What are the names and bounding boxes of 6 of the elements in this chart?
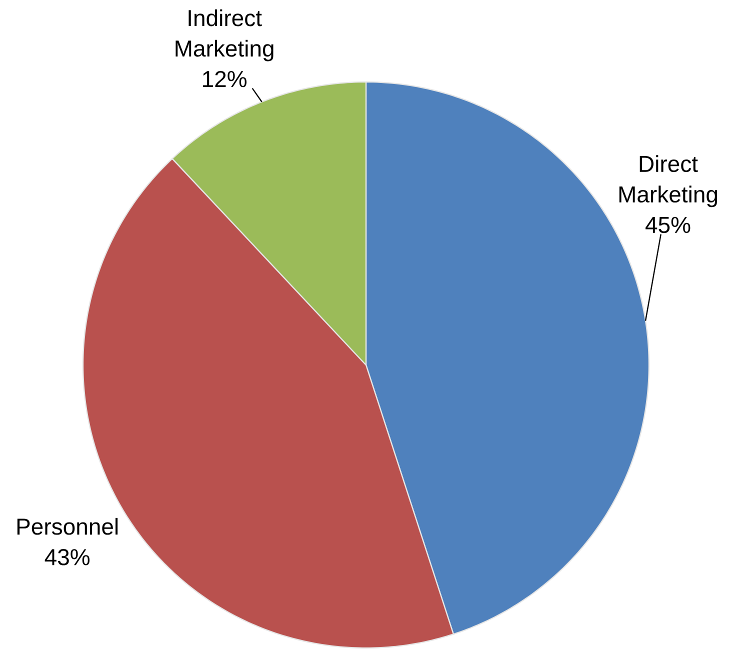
data-label: 43%	[44, 549, 90, 566]
slice-label: Indirect Marketing	[176, 9, 274, 62]
data-label: 12%	[203, 70, 246, 88]
slice-label: Direct Marketing	[619, 155, 718, 208]
data-label: 45%	[646, 216, 690, 234]
slice-label: Personnel	[17, 518, 118, 535]
